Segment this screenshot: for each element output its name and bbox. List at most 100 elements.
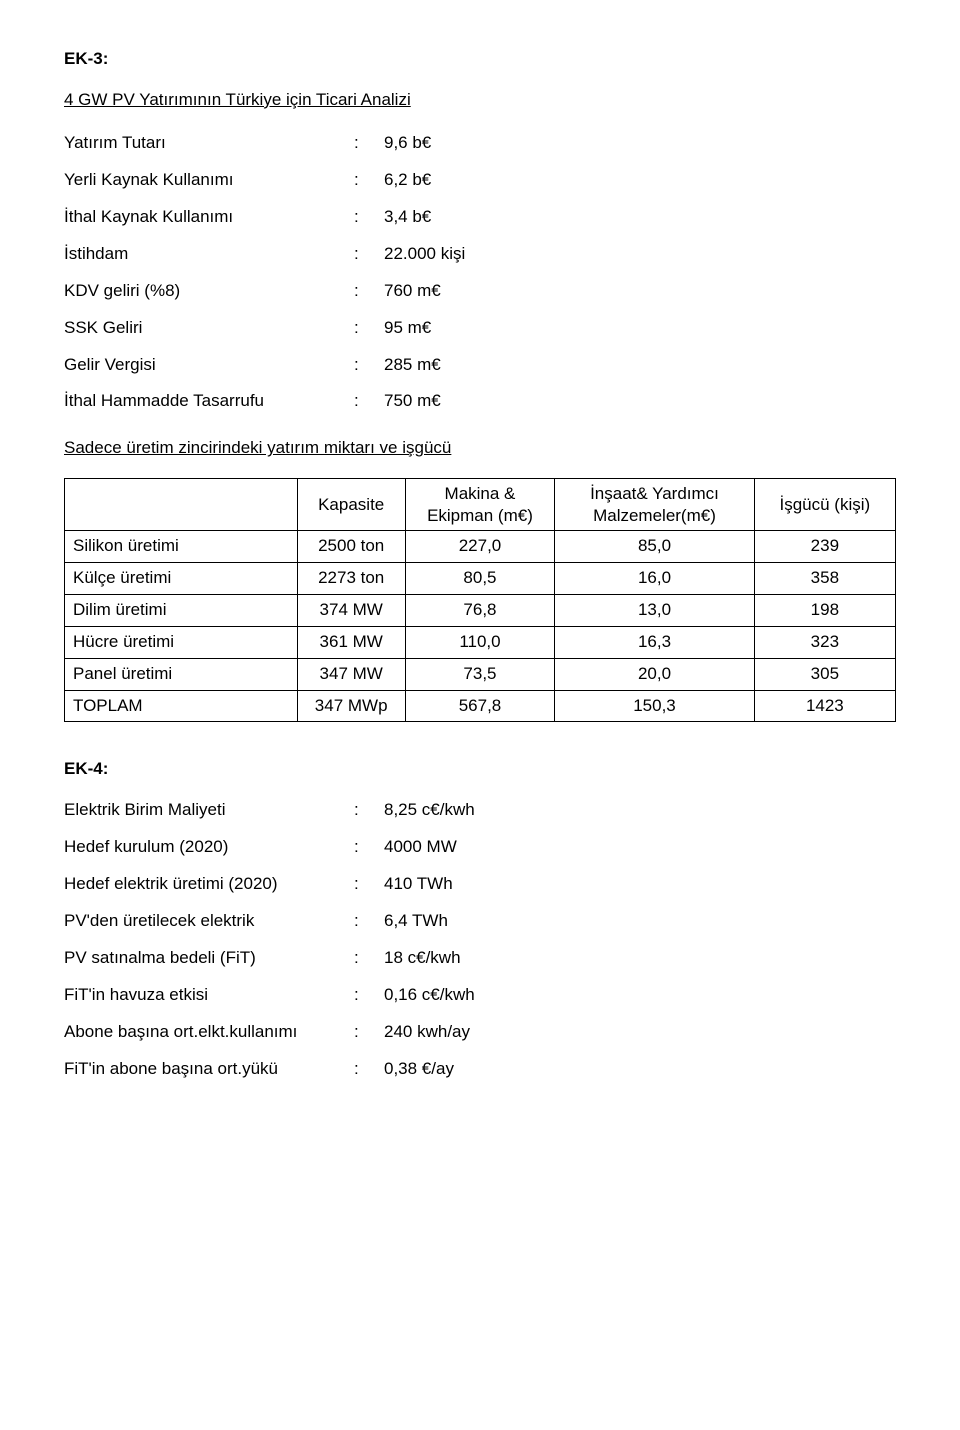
kv-label: PV satınalma bedeli (FiT)	[64, 947, 354, 970]
td: 347 MW	[297, 658, 405, 690]
td: 76,8	[405, 594, 555, 626]
td: 2500 ton	[297, 530, 405, 562]
kv-value: 95 m€	[384, 317, 896, 340]
td: 2273 ton	[297, 562, 405, 594]
td: 361 MW	[297, 626, 405, 658]
td: 198	[754, 594, 895, 626]
kv-label: Hedef kurulum (2020)	[64, 836, 354, 859]
td: 80,5	[405, 562, 555, 594]
kv-colon: :	[354, 206, 384, 229]
kv-value: 6,4 TWh	[384, 910, 896, 933]
kv-row: Hedef elektrik üretimi (2020) : 410 TWh	[64, 873, 896, 896]
kv-colon: :	[354, 280, 384, 303]
kv-colon: :	[354, 243, 384, 266]
th-blank	[65, 479, 298, 531]
kv-value: 9,6 b€	[384, 132, 896, 155]
kv-colon: :	[354, 354, 384, 377]
td: 110,0	[405, 626, 555, 658]
td-label: Hücre üretimi	[65, 626, 298, 658]
ek3-subhead: Sadece üretim zincirindeki yatırım mikta…	[64, 437, 896, 460]
kv-colon: :	[354, 873, 384, 896]
kv-colon: :	[354, 1021, 384, 1044]
td-label: Külçe üretimi	[65, 562, 298, 594]
kv-row: FiT'in havuza etkisi : 0,16 c€/kwh	[64, 984, 896, 1007]
kv-value: 750 m€	[384, 390, 896, 413]
td: 1423	[754, 690, 895, 722]
td: 16,0	[555, 562, 754, 594]
kv-row: Yerli Kaynak Kullanımı : 6,2 b€	[64, 169, 896, 192]
td: 227,0	[405, 530, 555, 562]
td: 374 MW	[297, 594, 405, 626]
kv-colon: :	[354, 317, 384, 340]
kv-row: PV'den üretilecek elektrik : 6,4 TWh	[64, 910, 896, 933]
kv-value: 410 TWh	[384, 873, 896, 896]
kv-row: FiT'in abone başına ort.yükü : 0,38 €/ay	[64, 1058, 896, 1081]
kv-value: 240 kwh/ay	[384, 1021, 896, 1044]
td: 13,0	[555, 594, 754, 626]
kv-colon: :	[354, 169, 384, 192]
kv-value: 0,38 €/ay	[384, 1058, 896, 1081]
kv-colon: :	[354, 984, 384, 1007]
kv-value: 760 m€	[384, 280, 896, 303]
kv-colon: :	[354, 947, 384, 970]
kv-label: SSK Geliri	[64, 317, 354, 340]
table-row: Hücre üretimi 361 MW 110,0 16,3 323	[65, 626, 896, 658]
td: 239	[754, 530, 895, 562]
ek4-kv-block: Elektrik Birim Maliyeti : 8,25 c€/kwh He…	[64, 799, 896, 1081]
kv-value: 4000 MW	[384, 836, 896, 859]
ek3-kv-block: Yatırım Tutarı : 9,6 b€ Yerli Kaynak Kul…	[64, 132, 896, 414]
td-label: Panel üretimi	[65, 658, 298, 690]
th-makina: Makina & Ekipman (m€)	[405, 479, 555, 531]
table-row-total: TOPLAM 347 MWp 567,8 150,3 1423	[65, 690, 896, 722]
td: 323	[754, 626, 895, 658]
kv-colon: :	[354, 390, 384, 413]
th-insaat: İnşaat& Yardımcı Malzemeler(m€)	[555, 479, 754, 531]
kv-row: Gelir Vergisi : 285 m€	[64, 354, 896, 377]
kv-colon: :	[354, 910, 384, 933]
ek4-heading: EK-4:	[64, 758, 896, 781]
kv-colon: :	[354, 132, 384, 155]
kv-row: SSK Geliri : 95 m€	[64, 317, 896, 340]
td: 567,8	[405, 690, 555, 722]
td: 347 MWp	[297, 690, 405, 722]
kv-colon: :	[354, 836, 384, 859]
kv-label: Yerli Kaynak Kullanımı	[64, 169, 354, 192]
kv-row: İthal Hammadde Tasarrufu : 750 m€	[64, 390, 896, 413]
kv-row: İstihdam : 22.000 kişi	[64, 243, 896, 266]
td: 305	[754, 658, 895, 690]
td: 20,0	[555, 658, 754, 690]
kv-label: Yatırım Tutarı	[64, 132, 354, 155]
kv-row: Yatırım Tutarı : 9,6 b€	[64, 132, 896, 155]
kv-row: KDV geliri (%8) : 760 m€	[64, 280, 896, 303]
table-header-row: Kapasite Makina & Ekipman (m€) İnşaat& Y…	[65, 479, 896, 531]
ek3-table: Kapasite Makina & Ekipman (m€) İnşaat& Y…	[64, 478, 896, 722]
ek3-heading: EK-3:	[64, 48, 896, 71]
kv-row: Elektrik Birim Maliyeti : 8,25 c€/kwh	[64, 799, 896, 822]
th-isgucu: İşgücü (kişi)	[754, 479, 895, 531]
kv-row: İthal Kaynak Kullanımı : 3,4 b€	[64, 206, 896, 229]
td-label: TOPLAM	[65, 690, 298, 722]
kv-label: Hedef elektrik üretimi (2020)	[64, 873, 354, 896]
td: 16,3	[555, 626, 754, 658]
td: 85,0	[555, 530, 754, 562]
kv-label: İthal Kaynak Kullanımı	[64, 206, 354, 229]
kv-label: Gelir Vergisi	[64, 354, 354, 377]
kv-colon: :	[354, 799, 384, 822]
td: 150,3	[555, 690, 754, 722]
kv-value: 18 c€/kwh	[384, 947, 896, 970]
kv-label: Abone başına ort.elkt.kullanımı	[64, 1021, 354, 1044]
kv-colon: :	[354, 1058, 384, 1081]
kv-value: 8,25 c€/kwh	[384, 799, 896, 822]
kv-label: İstihdam	[64, 243, 354, 266]
td-label: Silikon üretimi	[65, 530, 298, 562]
kv-value: 3,4 b€	[384, 206, 896, 229]
kv-value: 285 m€	[384, 354, 896, 377]
table-row: Silikon üretimi 2500 ton 227,0 85,0 239	[65, 530, 896, 562]
td-label: Dilim üretimi	[65, 594, 298, 626]
th-kapasite: Kapasite	[297, 479, 405, 531]
table-row: Panel üretimi 347 MW 73,5 20,0 305	[65, 658, 896, 690]
kv-label: KDV geliri (%8)	[64, 280, 354, 303]
table-row: Külçe üretimi 2273 ton 80,5 16,0 358	[65, 562, 896, 594]
kv-label: FiT'in abone başına ort.yükü	[64, 1058, 354, 1081]
kv-label: İthal Hammadde Tasarrufu	[64, 390, 354, 413]
